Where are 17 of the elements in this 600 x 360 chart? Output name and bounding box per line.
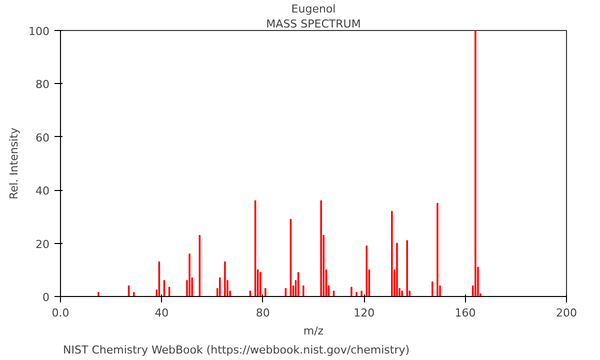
x-tick-label: 0.0: [52, 306, 70, 320]
text: NIST Chemistry WebBook (https://webbook.nist.gov/chemistry): [63, 344, 410, 356]
x-tick-label: 160: [454, 306, 476, 320]
x-tick-label: 120: [354, 306, 375, 320]
y-tick-label: 100: [28, 25, 50, 38]
x-tick-label: 200: [556, 306, 577, 320]
x-axis-title: m/z: [303, 324, 324, 338]
chart-title: Eugenol: [291, 2, 336, 16]
y-tick-label: 40: [36, 184, 50, 198]
chart-subtitle: MASS SPECTRUM: [266, 18, 361, 30]
y-tick-label: 20: [36, 238, 50, 251]
y-tick-label: 80: [36, 78, 50, 92]
y-tick-label: 60: [36, 131, 50, 144]
y-tick-label: 0: [42, 291, 50, 304]
x-tick-label: 40: [154, 306, 169, 320]
y-axis-title: Rel. Intensity: [8, 127, 21, 200]
x-tick-label: 80: [256, 306, 270, 320]
